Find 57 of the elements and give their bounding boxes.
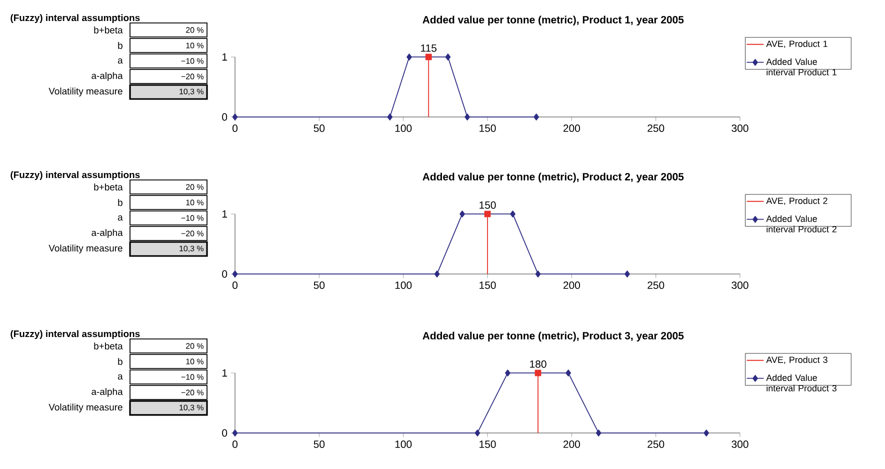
- text: Volatility measure: [48, 244, 122, 254]
- x-tick-label: 200: [563, 440, 580, 448]
- x-tick-label: 150: [480, 440, 496, 448]
- x-tick-label: 250: [648, 440, 664, 448]
- x-tick-label: 100: [395, 440, 412, 448]
- y-tick-label: 1: [222, 369, 227, 377]
- chart-title: Added value per tonne (metric), Product 2, year 2005: [422, 172, 684, 182]
- y-tick-label: 1: [222, 53, 227, 61]
- text: Volatility measure: [48, 88, 122, 96]
- y-tick-label: 1: [222, 210, 227, 218]
- x-tick-label: 100: [395, 282, 412, 289]
- x-tick-label: 250: [648, 124, 664, 132]
- x-tick-label: 150: [480, 282, 496, 289]
- x-tick-label: 0: [232, 282, 238, 289]
- text: (Fuzzy) interval assumptions: [10, 330, 140, 340]
- x-tick-label: 300: [732, 440, 748, 448]
- text: b+beta: [94, 26, 123, 34]
- text: a: [118, 58, 123, 64]
- legend-label: Added Value interval Product 3: [766, 374, 837, 392]
- text: a-alpha: [92, 388, 123, 397]
- x-tick-label: 50: [314, 440, 325, 448]
- text: a-alpha: [92, 72, 123, 81]
- legend-label: Added Value interval Product 2: [766, 215, 836, 232]
- x-tick-label: 50: [314, 124, 325, 132]
- text: b+beta: [94, 184, 123, 190]
- x-tick-label: 0: [232, 124, 238, 132]
- legend-label: AVE, Product 3: [766, 356, 828, 364]
- annotation: 115: [421, 44, 436, 52]
- x-tick-label: 250: [648, 282, 664, 289]
- x-tick-label: 300: [732, 282, 748, 289]
- text: (Fuzzy) interval assumptions: [10, 171, 140, 180]
- text: (Fuzzy) interval assumptions: [10, 14, 140, 24]
- x-tick-label: 50: [314, 282, 325, 289]
- chart-title: Added value per tonne (metric), Product 1, year 2005: [422, 16, 684, 26]
- y-tick-label: 0: [222, 429, 228, 437]
- text: a: [118, 215, 123, 221]
- x-tick-label: 0: [232, 440, 238, 448]
- x-tick-label: 100: [395, 124, 412, 132]
- text: b: [118, 358, 122, 365]
- x-tick-label: 200: [563, 282, 580, 289]
- annotation: 150: [480, 201, 496, 209]
- text: Volatility measure: [48, 404, 122, 412]
- text: b: [118, 199, 122, 206]
- x-tick-label: 200: [563, 124, 580, 132]
- legend-label: AVE, Product 2: [766, 197, 828, 206]
- annotation: 180: [530, 360, 546, 368]
- y-tick-label: 0: [222, 113, 228, 121]
- text: b+beta: [94, 342, 123, 350]
- x-tick-label: 150: [480, 124, 496, 132]
- text: b: [118, 42, 122, 49]
- text: a-alpha: [92, 229, 123, 238]
- x-tick-label: 300: [732, 124, 748, 132]
- legend-label: Added Value interval Product 1: [766, 58, 836, 76]
- chart-title: Added value per tonne (metric), Product 3, year 2005: [422, 332, 684, 342]
- legend-label: AVE, Product 1: [766, 40, 828, 48]
- text: a: [118, 374, 123, 380]
- y-tick-label: 0: [222, 270, 228, 278]
